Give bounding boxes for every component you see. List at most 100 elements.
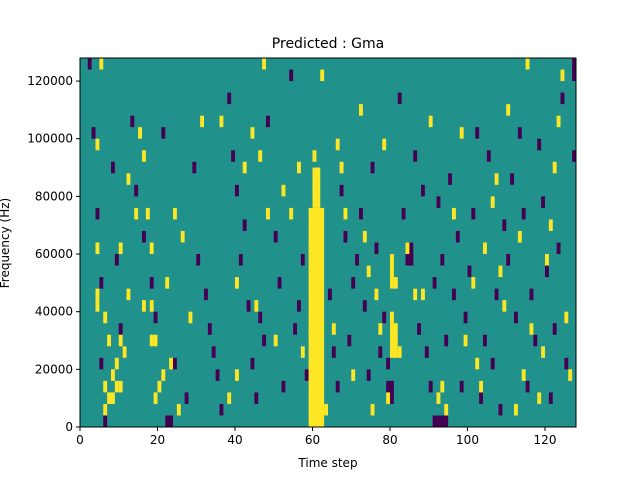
heatmap-cell-low — [424, 346, 429, 358]
heatmap-cell-low — [130, 115, 135, 128]
heatmap-cell-high — [382, 138, 387, 151]
heatmap-band-high — [390, 254, 394, 289]
heatmap-cell-high — [118, 380, 123, 393]
heatmap-cell-high — [266, 207, 270, 220]
heatmap-cell-low — [366, 369, 371, 381]
heatmap-cell-high — [126, 288, 131, 301]
heatmap-cell-high — [529, 323, 534, 335]
heatmap-cell-high — [142, 150, 146, 162]
heatmap-cell-high — [428, 115, 433, 128]
heatmap-cell-low — [537, 138, 542, 151]
heatmap-cell-high — [494, 173, 499, 185]
heatmap-cell-high — [114, 357, 119, 370]
heatmap-cell-high — [103, 380, 108, 393]
heatmap-cell-low — [235, 184, 239, 197]
x-tick-label: 100 — [456, 433, 479, 447]
heatmap-cell-high — [149, 242, 154, 255]
heatmap-cell-high — [359, 104, 363, 116]
heatmap-cell-high — [343, 207, 348, 220]
heatmap-cell-low — [254, 392, 259, 404]
heatmap-cell-low — [494, 288, 499, 301]
heatmap-cell-low — [173, 357, 177, 370]
heatmap-cell-low — [417, 323, 421, 335]
heatmap-cell-low — [401, 207, 406, 220]
heatmap-cell-low — [114, 254, 119, 266]
heatmap-cell-high — [537, 392, 542, 404]
heatmap-cell-high — [242, 161, 247, 174]
heatmap-cell-low — [572, 150, 576, 162]
heatmap-cell-low — [250, 357, 255, 370]
y-tick-label: 80000 — [35, 189, 73, 203]
heatmap-band-low — [165, 415, 173, 427]
heatmap-cell-high — [200, 115, 204, 128]
heatmap-cell-high — [564, 311, 569, 324]
heatmap-cell-high — [568, 369, 573, 381]
heatmap-cell-high — [351, 369, 356, 381]
heatmap-cell-low — [149, 277, 154, 289]
heatmap-plot-area — [79, 57, 577, 428]
heatmap-cell-low — [184, 392, 189, 404]
heatmap-cell-low — [560, 92, 565, 105]
heatmap-background — [80, 58, 576, 427]
heatmap-cell-high — [180, 230, 185, 243]
heatmap-cell-low — [297, 300, 301, 312]
heatmap-cell-high — [262, 58, 266, 70]
heatmap-cell-high — [517, 230, 522, 243]
heatmap-cell-high — [552, 161, 557, 174]
heatmap-cell-low — [281, 380, 286, 393]
x-axis: 0 20 40 60 80 100 120 — [76, 427, 556, 447]
heatmap-cell-high — [153, 392, 158, 404]
heatmap-cell-high — [145, 207, 150, 220]
heatmap-cell-high — [235, 277, 239, 289]
heatmap-cell-low — [452, 288, 456, 301]
heatmap-cell-high — [331, 323, 336, 335]
heatmap-cell-low — [262, 334, 266, 347]
heatmap-cell-low — [328, 288, 332, 301]
heatmap-cell-high — [118, 242, 123, 255]
heatmap-cell-high — [393, 277, 398, 289]
heatmap-band-high — [312, 167, 321, 208]
heatmap-cell-high — [165, 277, 170, 289]
heatmap-cell-low — [386, 357, 390, 370]
y-tick-label: 60000 — [35, 247, 73, 261]
heatmap-cell-high — [254, 300, 259, 312]
heatmap-cell-high — [95, 288, 100, 301]
heatmap-cell-low — [355, 254, 359, 266]
heatmap-cell-high — [374, 288, 379, 301]
heatmap-cell-low — [467, 265, 472, 278]
heatmap-cell-high — [556, 115, 561, 128]
heatmap-cell-low — [351, 277, 356, 289]
heatmap-cell-low — [498, 403, 503, 416]
heatmap-cell-high — [273, 334, 278, 347]
heatmap-cell-high — [107, 334, 111, 347]
heatmap-cell-high — [521, 369, 526, 381]
heatmap-cell-low — [455, 230, 460, 243]
heatmap-band-high — [312, 150, 317, 162]
heatmap-cell-high — [514, 403, 518, 416]
heatmap-cell-high — [258, 150, 263, 162]
heatmap-cell-low — [111, 161, 115, 174]
heatmap-cell-low — [293, 323, 297, 335]
heatmap-cell-low — [436, 196, 441, 208]
heatmap-cell-high — [118, 334, 123, 347]
heatmap-cell-low — [525, 380, 530, 393]
heatmap-cell-low — [103, 415, 108, 427]
heatmap-cell-low — [502, 219, 507, 231]
heatmap-cell-low — [219, 403, 224, 416]
heatmap-cell-low — [277, 277, 282, 289]
heatmap-cell-high — [111, 369, 115, 381]
heatmap-cell-high — [324, 403, 328, 416]
x-tick-label: 60 — [305, 433, 320, 447]
heatmap-cell-low — [347, 334, 352, 347]
y-tick-label: 100000 — [27, 132, 73, 146]
heatmap-band-low — [572, 58, 576, 82]
heatmap-cell-low — [483, 334, 487, 347]
heatmap-cell-high — [297, 161, 301, 174]
heatmap-cell-low — [506, 254, 511, 266]
y-tick-label: 20000 — [35, 362, 73, 376]
heatmap-cell-low — [331, 346, 336, 358]
heatmap-cell-low — [246, 300, 251, 312]
heatmap-cell-low — [266, 115, 270, 128]
heatmap-cell-low — [238, 254, 243, 266]
heatmap-cell-low — [192, 161, 197, 174]
